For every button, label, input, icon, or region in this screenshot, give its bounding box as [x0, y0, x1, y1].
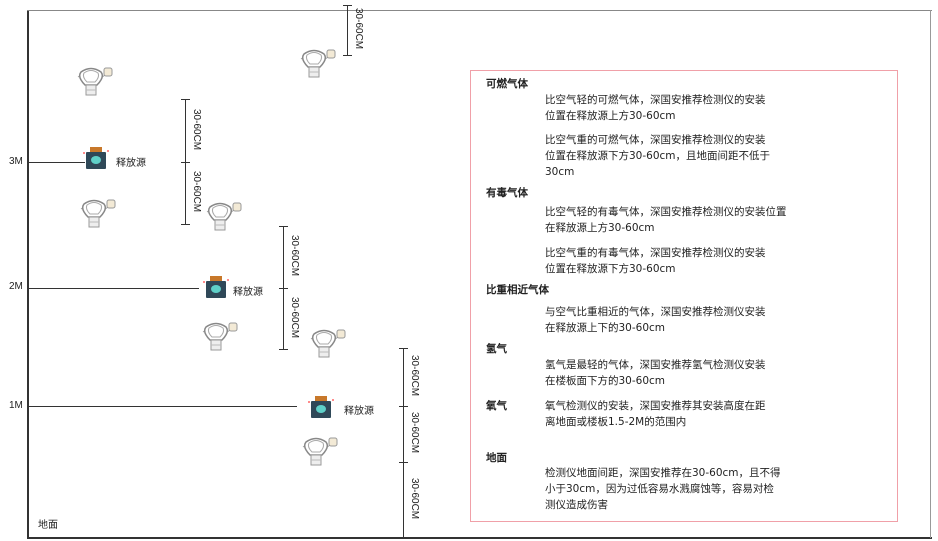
oxygen-text: 氧气检测仪的安装，深国安推荐其安装高度在距 离地面或楼板1.5-2M的范围内	[545, 400, 766, 428]
dimension-tick	[343, 5, 352, 6]
level-1m-line	[27, 406, 297, 407]
dimension-tick	[399, 462, 408, 463]
toxic-lighter: 比空气轻的有毒气体，深国安推荐检测仪的安装位置 在释放源上方30-60cm	[545, 206, 787, 234]
dimension-line	[403, 348, 404, 406]
combustible-title: 可燃气体	[486, 78, 528, 90]
release-source-icon	[83, 146, 109, 170]
dimension-tick	[399, 348, 408, 349]
ground-text: 检测仪地面间距，深国安推荐在30-60cm，且不得 小于30cm，因为过低容易水…	[545, 467, 781, 511]
level-2m: 2M	[9, 281, 23, 292]
dimension-tick	[279, 349, 288, 350]
gas-detector-icon	[204, 200, 244, 232]
combustible-heavier: 比空气重的可燃气体，深国安推荐检测仪的安装 位置在释放源下方30-60cm，且地…	[545, 134, 771, 178]
dimension-line	[185, 162, 186, 224]
oxygen-title: 氧气	[486, 400, 507, 412]
level-2m-line	[27, 288, 199, 289]
dimension-label: 30-60CM	[191, 171, 202, 213]
legend-box: 可燃气体 比空气轻的可燃气体，深国安推荐检测仪的安装 位置在释放源上方30-60…	[470, 70, 898, 522]
dimension-line	[403, 406, 404, 462]
similar-text: 与空气比重相近的气体，深国安推荐检测仪安装 在释放源上下的30-60cm	[545, 306, 766, 334]
level-3m-line	[27, 162, 85, 163]
dimension-label: 30-60CM	[289, 235, 300, 277]
toxic-title: 有毒气体	[486, 187, 528, 199]
dimension-label: 30-60CM	[409, 412, 420, 454]
ground-title: 地面	[486, 452, 507, 464]
similar-title: 比重相近气体	[486, 284, 549, 296]
dimension-tick	[181, 224, 190, 225]
dimension-label: 30-60CM	[289, 296, 300, 338]
dimension-label: 30-60CM	[191, 108, 202, 150]
release-source-icon	[308, 395, 334, 419]
dimension-line	[185, 99, 186, 162]
wall-left	[27, 10, 29, 538]
dimension-line	[347, 5, 348, 55]
release-source-label: 释放源	[233, 287, 263, 298]
dimension-tick	[181, 99, 190, 100]
dimension-tick	[343, 55, 352, 56]
hydrogen-title: 氢气	[486, 343, 507, 355]
hydrogen-text: 氢气是最轻的气体，深国安推荐氢气检测仪安装 在楼板面下方的30-60cm	[545, 359, 766, 387]
release-source-label: 释放源	[344, 406, 374, 417]
dimension-label: 30-60CM	[409, 477, 420, 519]
dimension-line	[283, 288, 284, 349]
dimension-label: 30-60CM	[353, 8, 364, 50]
dimension-line	[283, 226, 284, 288]
release-source-icon	[203, 275, 229, 299]
dimension-tick	[181, 162, 190, 163]
ground-label: 地面	[38, 520, 58, 531]
dimension-label: 30-60CM	[409, 355, 420, 397]
dimension-tick	[279, 288, 288, 289]
dimension-tick	[399, 406, 408, 407]
dimension-tick	[399, 537, 408, 538]
level-3m: 3M	[9, 156, 23, 167]
gas-detector-icon	[300, 435, 340, 467]
dimension-tick	[279, 226, 288, 227]
gas-detector-icon	[75, 65, 115, 97]
ceiling-line	[27, 10, 932, 11]
wall-right	[930, 10, 931, 538]
dimension-line	[403, 462, 404, 537]
level-1m: 1M	[9, 400, 23, 411]
release-source-label: 释放源	[116, 158, 146, 169]
combustible-lighter: 比空气轻的可燃气体，深国安推荐检测仪的安装 位置在释放源上方30-60cm	[545, 94, 766, 122]
toxic-heavier: 比空气重的有毒气体，深国安推荐检测仪的安装 位置在释放源下方30-60cm	[545, 247, 766, 275]
gas-detector-icon	[298, 47, 338, 79]
ground-line	[27, 537, 932, 539]
gas-detector-icon	[200, 320, 240, 352]
gas-detector-icon	[78, 197, 118, 229]
gas-detector-icon	[308, 327, 348, 359]
